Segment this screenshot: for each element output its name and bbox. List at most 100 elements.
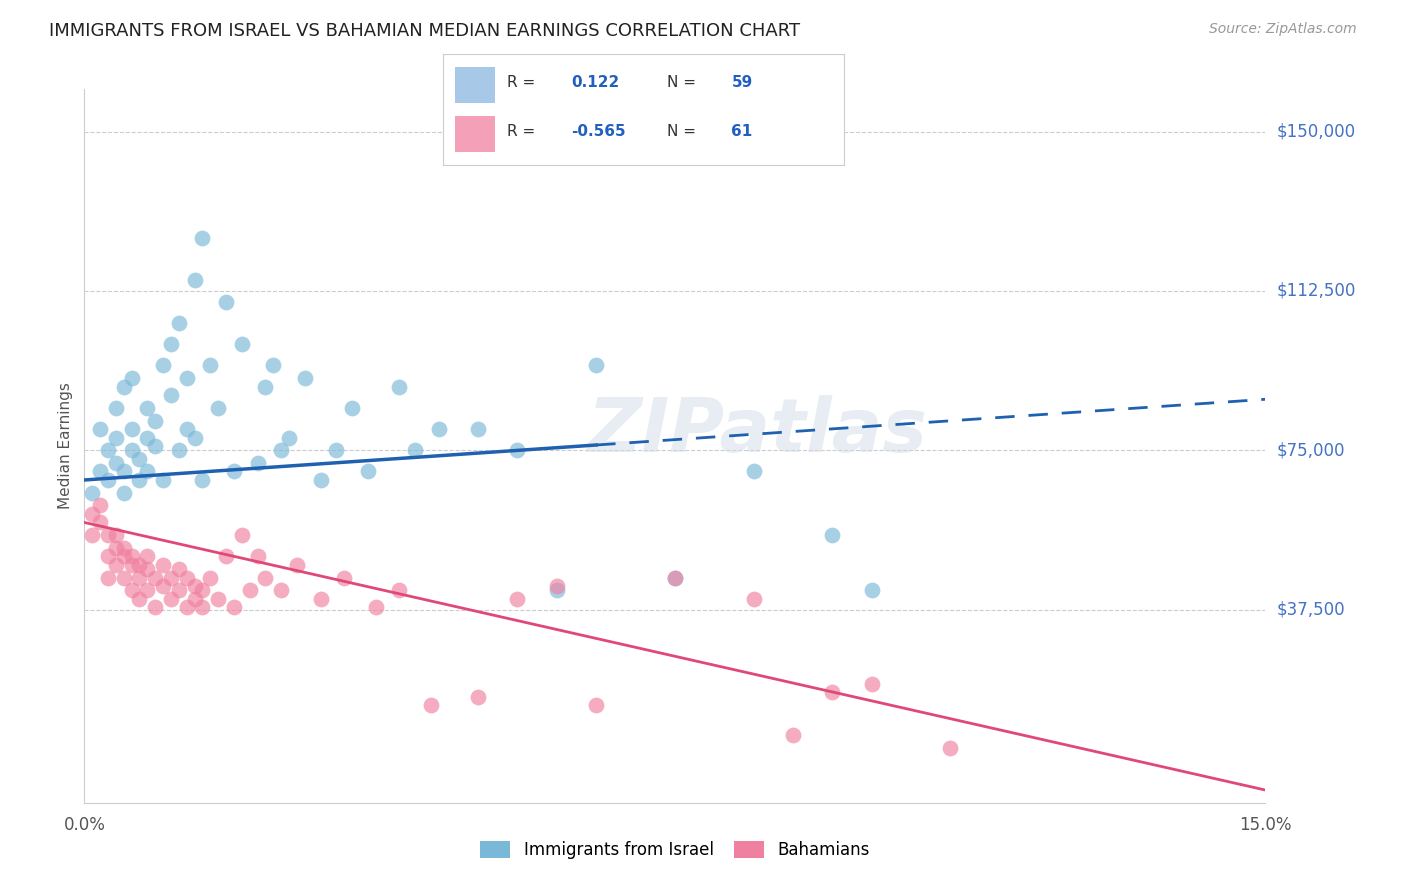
Point [121, 583, 143, 598]
Point [782, 728, 804, 742]
Point [262, 359, 284, 373]
Point [821, 685, 844, 699]
Point [128, 558, 150, 572]
Point [506, 443, 529, 458]
Point [388, 583, 411, 598]
Text: IMMIGRANTS FROM ISRAEL VS BAHAMIAN MEDIAN EARNINGS CORRELATION CHART: IMMIGRANTS FROM ISRAEL VS BAHAMIAN MEDIA… [49, 22, 800, 40]
Point [585, 359, 607, 373]
Point [128, 591, 150, 606]
Point [82, 507, 104, 521]
Point [143, 413, 166, 427]
Text: Source: ZipAtlas.com: Source: ZipAtlas.com [1209, 22, 1357, 37]
Point [167, 443, 190, 458]
Point [143, 439, 166, 453]
Point [143, 600, 166, 615]
Legend: Immigrants from Israel, Bahamians: Immigrants from Israel, Bahamians [474, 834, 876, 866]
Point [183, 273, 205, 287]
Point [427, 422, 450, 436]
Point [364, 600, 387, 615]
Y-axis label: Median Earnings: Median Earnings [58, 383, 73, 509]
Text: $37,500: $37,500 [1277, 600, 1346, 618]
Text: -0.565: -0.565 [571, 124, 626, 139]
Point [270, 583, 292, 598]
Text: $75,000: $75,000 [1277, 442, 1346, 459]
Point [152, 359, 174, 373]
Text: 61: 61 [731, 124, 752, 139]
Point [97, 443, 120, 458]
Point [167, 316, 190, 330]
Point [121, 371, 143, 385]
Point [246, 456, 269, 470]
Point [222, 465, 245, 479]
Point [325, 443, 347, 458]
Point [176, 422, 198, 436]
Point [309, 591, 332, 606]
Text: 15.0%: 15.0% [1239, 815, 1292, 833]
Point [467, 690, 489, 704]
Point [191, 473, 214, 487]
Point [285, 558, 308, 572]
Point [160, 337, 183, 351]
Text: R =: R = [508, 124, 536, 139]
Point [246, 549, 269, 564]
Point [309, 473, 332, 487]
Point [167, 562, 190, 576]
Point [136, 562, 159, 576]
Point [97, 528, 120, 542]
Point [176, 371, 198, 385]
Point [82, 485, 104, 500]
Point [121, 558, 143, 572]
Point [128, 473, 150, 487]
Point [821, 528, 844, 542]
Point [89, 499, 111, 513]
Point [104, 541, 127, 555]
Point [333, 571, 356, 585]
Point [191, 231, 214, 245]
Point [176, 600, 198, 615]
Point [191, 583, 214, 598]
Point [143, 571, 166, 585]
Bar [456, 67, 495, 103]
Point [152, 579, 174, 593]
Point [160, 571, 183, 585]
Point [742, 465, 765, 479]
Point [664, 571, 686, 585]
Point [254, 379, 277, 393]
Point [222, 600, 245, 615]
Point [97, 571, 120, 585]
Point [183, 591, 205, 606]
Point [128, 451, 150, 466]
Point [152, 558, 174, 572]
Point [89, 465, 111, 479]
Point [664, 571, 686, 585]
Point [388, 379, 411, 393]
Point [860, 677, 883, 691]
Point [215, 294, 238, 309]
Text: 0.0%: 0.0% [63, 815, 105, 833]
Point [254, 571, 277, 585]
Point [183, 579, 205, 593]
Point [160, 591, 183, 606]
Point [112, 465, 135, 479]
Text: $112,500: $112,500 [1277, 282, 1355, 300]
Point [546, 583, 568, 598]
Point [136, 401, 159, 415]
Point [742, 591, 765, 606]
Point [167, 583, 190, 598]
Text: $150,000: $150,000 [1277, 123, 1355, 141]
Point [136, 465, 159, 479]
Point [104, 558, 127, 572]
Point [104, 456, 127, 470]
Point [215, 549, 238, 564]
Point [97, 473, 120, 487]
Point [176, 571, 198, 585]
Point [239, 583, 262, 598]
Point [82, 528, 104, 542]
Point [404, 443, 426, 458]
Point [112, 571, 135, 585]
Bar [456, 116, 495, 152]
Point [506, 591, 529, 606]
Text: ZIPatlas: ZIPatlas [588, 395, 928, 468]
Point [340, 401, 363, 415]
Point [112, 485, 135, 500]
